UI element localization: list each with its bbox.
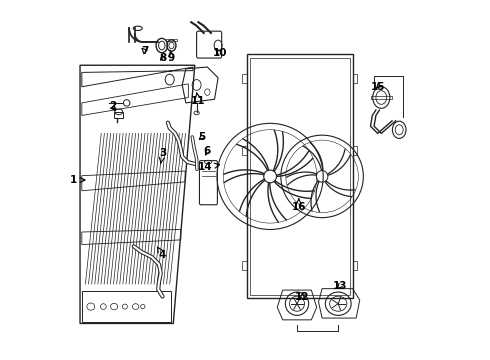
Text: 16: 16 bbox=[292, 199, 306, 212]
Text: 13: 13 bbox=[333, 281, 347, 291]
Bar bbox=[250, 58, 350, 295]
Text: 8: 8 bbox=[159, 53, 166, 63]
Text: 10: 10 bbox=[213, 48, 227, 58]
Text: 7: 7 bbox=[141, 46, 148, 56]
Text: 2: 2 bbox=[109, 102, 116, 112]
Text: 4: 4 bbox=[158, 247, 166, 260]
Bar bbox=[166, 39, 177, 41]
Bar bbox=[353, 74, 357, 83]
Bar bbox=[115, 112, 123, 118]
Bar bbox=[353, 261, 357, 270]
Bar bbox=[243, 146, 247, 155]
Text: 11: 11 bbox=[191, 93, 206, 106]
Text: 12: 12 bbox=[295, 292, 310, 302]
Text: 15: 15 bbox=[370, 82, 385, 92]
Bar bbox=[243, 74, 247, 83]
Text: 6: 6 bbox=[204, 146, 211, 156]
Text: 5: 5 bbox=[198, 132, 206, 142]
Bar bbox=[243, 261, 247, 270]
Text: 14: 14 bbox=[198, 162, 220, 172]
Text: 9: 9 bbox=[168, 50, 175, 63]
Text: 3: 3 bbox=[159, 148, 166, 164]
Bar bbox=[370, 96, 392, 99]
Text: 1: 1 bbox=[70, 175, 85, 185]
Bar bbox=[353, 146, 357, 155]
Bar bbox=[247, 54, 353, 298]
